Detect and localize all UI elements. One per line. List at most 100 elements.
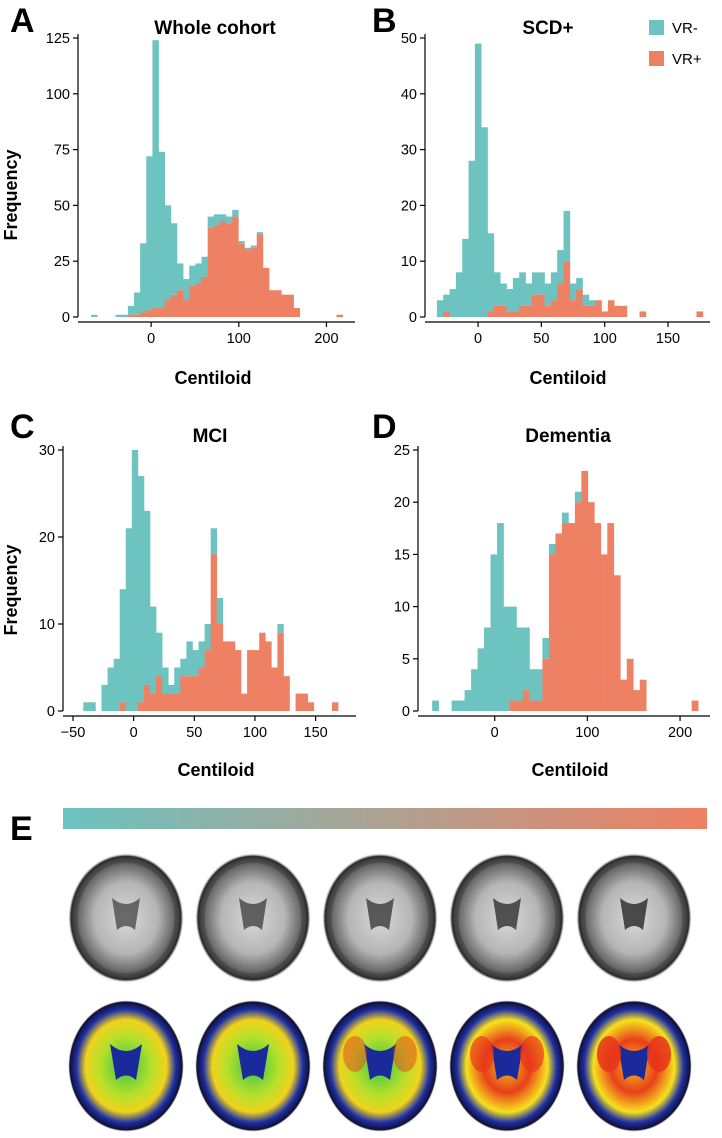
chart-c-ylabel: Frequency (1, 544, 21, 635)
bar-vr-pos (301, 693, 309, 711)
bar-vr-neg (162, 667, 169, 694)
bar-vr-neg (561, 512, 569, 524)
bar-vr-pos (576, 289, 583, 317)
bar-vr-pos (633, 690, 641, 711)
bar-vr-pos (563, 261, 571, 317)
bar-vr-pos (180, 676, 187, 711)
chart-b-xlabel: Centiloid (530, 368, 607, 388)
bar-vr-neg (250, 245, 258, 248)
y-tick-label: 20 (401, 198, 417, 214)
x-tick-label: 0 (491, 725, 499, 741)
y-tick-label: 100 (46, 87, 70, 103)
bar-vr-neg (529, 669, 537, 701)
scan-ventricles (364, 1044, 396, 1080)
scan-hotspot (470, 1036, 494, 1072)
panel-letter-d: D (372, 408, 397, 446)
bar-vr-pos (134, 314, 141, 317)
bar-vr-pos (512, 311, 520, 317)
y-tick-label: 30 (401, 143, 417, 159)
bar-vr-neg (525, 283, 533, 306)
bar-vr-neg (168, 684, 175, 694)
bar-vr-pos (219, 221, 227, 317)
bar-vr-neg (186, 641, 193, 677)
bar-vr-neg (464, 690, 472, 711)
scan-hotspot (647, 1036, 671, 1072)
bar-vr-pos (189, 285, 196, 317)
bar-vr-pos (216, 624, 224, 711)
bar-vr-neg (113, 658, 121, 711)
bar-vr-pos (516, 700, 524, 711)
bar-vr-neg (531, 272, 539, 295)
bar-vr-neg (522, 627, 530, 691)
bar-vr-pos (256, 234, 264, 317)
color-brain-scan (322, 1000, 438, 1132)
bar-vr-neg (512, 277, 520, 312)
bar-vr-pos (510, 700, 517, 711)
x-tick-label: 0 (474, 331, 482, 347)
y-tick-label: 10 (394, 600, 410, 616)
y-tick-label: 20 (394, 495, 410, 511)
y-tick-label: 75 (54, 143, 70, 159)
scan-cortex (201, 859, 305, 977)
chart-c-xlabel: Centiloid (178, 760, 255, 780)
scan-ventricles (239, 898, 267, 930)
chart-d-title: Dementia (525, 426, 611, 447)
bar-vr-neg (152, 40, 159, 309)
y-tick-label: 30 (39, 443, 55, 459)
grayscale-brain-scan (68, 853, 184, 983)
bar-vr-pos (568, 523, 576, 711)
bar-vr-neg (569, 283, 577, 301)
bar-vr-pos (607, 300, 615, 317)
scan-ventricles (493, 898, 521, 930)
bar-vr-neg (143, 510, 151, 685)
bar-vr-pos (253, 650, 260, 711)
bar-vr-pos (164, 299, 172, 317)
bar-vr-neg (226, 216, 233, 224)
bar-vr-neg (481, 127, 488, 317)
bar-vr-neg (432, 700, 439, 711)
panel-letter-a: A (10, 2, 35, 40)
y-tick-label: 0 (47, 704, 55, 720)
y-tick-label: 40 (401, 87, 417, 103)
y-tick-label: 25 (394, 443, 410, 459)
bar-vr-pos (506, 311, 514, 317)
y-tick-label: 50 (401, 31, 417, 47)
bar-vr-pos (140, 312, 147, 317)
x-tick-label: 100 (227, 331, 251, 347)
bar-vr-neg (204, 624, 211, 651)
bar-vr-pos (487, 311, 495, 317)
bar-vr-pos (582, 305, 590, 317)
x-tick-label: 50 (186, 725, 202, 741)
bar-vr-pos (538, 294, 545, 317)
bar-vr-neg (201, 256, 208, 277)
bar-vr-pos (574, 502, 582, 711)
bar-vr-neg (588, 300, 596, 306)
bar-vr-neg (137, 476, 145, 703)
bar-vr-pos (529, 700, 537, 711)
grayscale-brain-scan (449, 853, 565, 983)
bar-vr-pos (244, 250, 251, 317)
bar-vr-pos (531, 294, 539, 317)
bar-vr-neg (500, 283, 507, 306)
y-tick-label: 50 (54, 198, 70, 214)
chart-d-dementia: 0 5 10 15 20 25 0 100 200 (394, 443, 710, 741)
bar-vr-neg (91, 314, 98, 317)
bar-vr-pos (232, 216, 239, 317)
y-tick-label: 25 (54, 254, 70, 270)
bar-vr-pos (271, 667, 278, 711)
bar-vr-neg (436, 300, 444, 317)
bar-vr-neg (195, 263, 202, 284)
bar-vr-neg (538, 272, 545, 295)
bar-vr-pos (594, 523, 602, 711)
bar-vr-pos (336, 314, 343, 317)
bar-vr-pos (614, 305, 621, 317)
bar-vr-pos (557, 283, 564, 317)
x-tick-label: 150 (304, 725, 328, 741)
bar-vr-pos (620, 305, 628, 317)
bar-vr-neg (134, 292, 141, 315)
panel-letter-e: E (10, 810, 33, 848)
bar-vr-pos (143, 684, 151, 711)
grayscale-brain-scan (322, 853, 438, 983)
bar-vr-neg (576, 277, 583, 290)
